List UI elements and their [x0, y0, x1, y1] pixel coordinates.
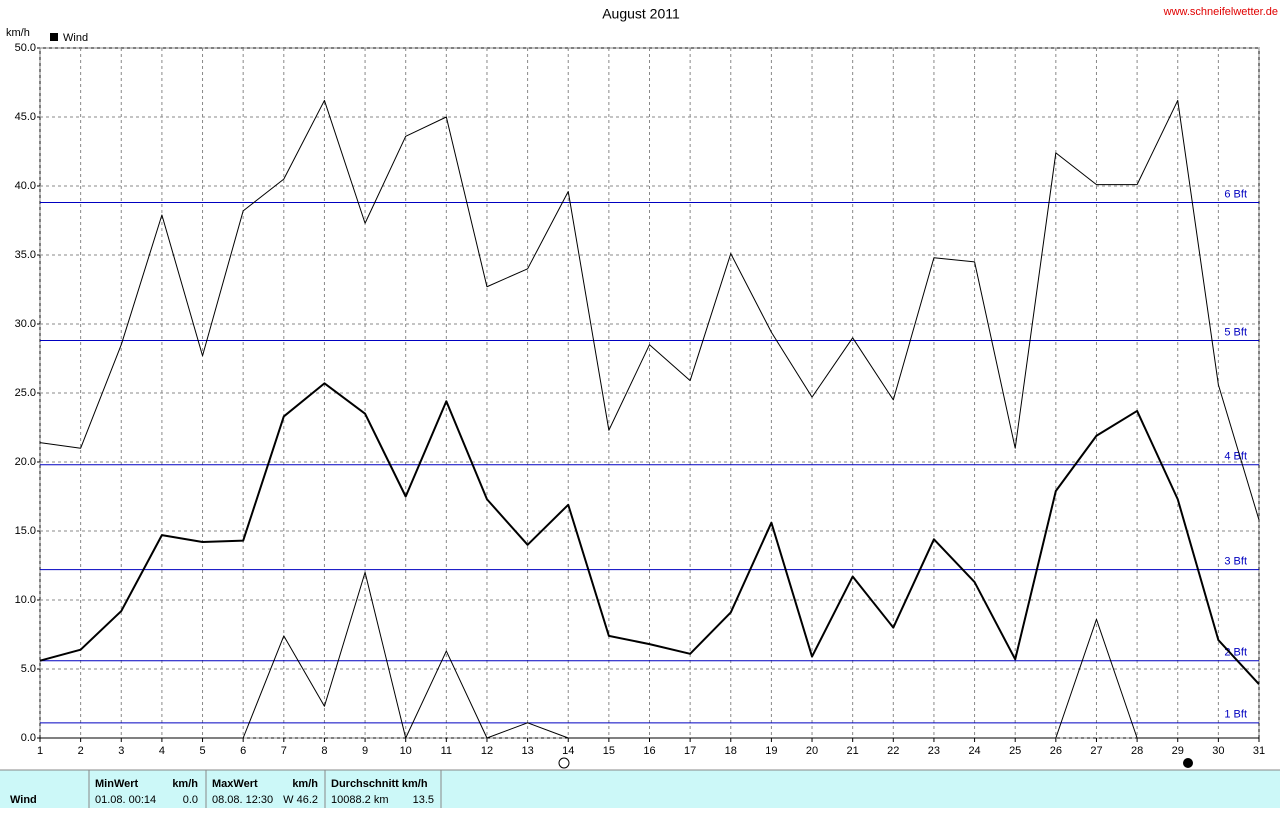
x-tick-label: 7 — [281, 745, 287, 757]
x-tick-label: 8 — [321, 745, 327, 757]
x-tick-label: 10 — [400, 745, 412, 757]
y-tick-label: 20.0 — [15, 456, 36, 468]
reference-label: 2 Bft — [1224, 647, 1247, 659]
data-line — [39, 382, 1260, 685]
y-tick-label: 0.0 — [21, 732, 36, 744]
summary-header: MinWert — [95, 778, 139, 790]
y-tick-label: 40.0 — [15, 180, 36, 192]
moon-new — [1183, 758, 1193, 768]
reference-label: 3 Bft — [1224, 556, 1247, 568]
summary-header: MaxWert — [212, 778, 258, 790]
reference-label: 6 Bft — [1224, 188, 1247, 200]
summary-header: km/h — [292, 778, 318, 790]
summary-background — [0, 770, 1280, 808]
x-tick-label: 6 — [240, 745, 246, 757]
x-tick-label: 15 — [603, 745, 615, 757]
legend-swatch — [50, 33, 58, 41]
y-tick-label: 15.0 — [15, 525, 36, 537]
summary-cell: 01.08. 00:14 — [95, 794, 156, 806]
x-tick-label: 2 — [78, 745, 84, 757]
x-tick-label: 18 — [725, 745, 737, 757]
x-tick-label: 5 — [199, 745, 205, 757]
x-tick-label: 11 — [441, 745, 452, 757]
x-tick-label: 30 — [1212, 745, 1224, 757]
y-tick-label: 5.0 — [21, 663, 36, 675]
plot-area: 0.0 5.0 10.0 15.0 20.0 25.0 30.0 35.0 40.0 45.0 50… — [15, 42, 1266, 757]
x-tick-label: 9 — [362, 745, 368, 757]
x-tick-label: 4 — [159, 745, 165, 757]
x-tick-label: 20 — [806, 745, 818, 757]
summary-cell: 10088.2 km — [331, 794, 388, 806]
reference-label: 1 Bft — [1224, 709, 1247, 721]
legend-label: Wind — [63, 32, 88, 44]
x-tick-label: 31 — [1253, 745, 1265, 757]
x-tick-label: 13 — [521, 745, 533, 757]
x-tick-label: 28 — [1131, 745, 1143, 757]
data-line — [39, 99, 1260, 521]
x-tick-label: 12 — [481, 745, 493, 757]
y-tick-label: 30.0 — [15, 318, 36, 330]
summary-header: Durchschnitt km/h — [331, 778, 428, 790]
x-tick-label: 16 — [643, 745, 655, 757]
y-tick-label: 25.0 — [15, 387, 36, 399]
reference-label: 4 Bft — [1224, 451, 1247, 463]
y-tick-label: 45.0 — [15, 111, 36, 123]
x-tick-label: 1 — [37, 745, 43, 757]
x-tick-label: 22 — [887, 745, 899, 757]
y-unit: km/h — [6, 27, 30, 39]
x-tick-label: 27 — [1090, 745, 1102, 757]
y-tick-label: 10.0 — [15, 594, 36, 606]
chart-title: August 2011 — [602, 6, 680, 22]
x-tick-label: 3 — [118, 745, 124, 757]
y-tick-label: 35.0 — [15, 249, 36, 261]
x-tick-label: 25 — [1009, 745, 1021, 757]
x-tick-label: 14 — [562, 745, 574, 757]
x-tick-label: 17 — [684, 745, 696, 757]
summary-cell: W 46.2 — [283, 794, 318, 806]
data-line — [40, 571, 1259, 739]
summary-cell: 0.0 — [183, 794, 198, 806]
x-tick-label: 21 — [847, 745, 859, 757]
summary-header: km/h — [172, 778, 198, 790]
x-tick-label: 23 — [928, 745, 940, 757]
moon-full — [558, 757, 570, 769]
source: www.schneifelwetter.de — [1163, 6, 1278, 18]
reference-label: 5 Bft — [1224, 326, 1247, 338]
summary-cell: 08.08. 12:30 — [212, 794, 273, 806]
x-tick-label: 24 — [968, 745, 980, 757]
x-tick-label: 19 — [765, 745, 777, 757]
y-tick-label: 50.0 — [15, 42, 36, 54]
x-tick-label: 29 — [1172, 745, 1184, 757]
x-tick-label: 26 — [1050, 745, 1062, 757]
summary-row-label: Wind — [10, 794, 37, 806]
summary-cell: 13.5 — [413, 794, 434, 806]
